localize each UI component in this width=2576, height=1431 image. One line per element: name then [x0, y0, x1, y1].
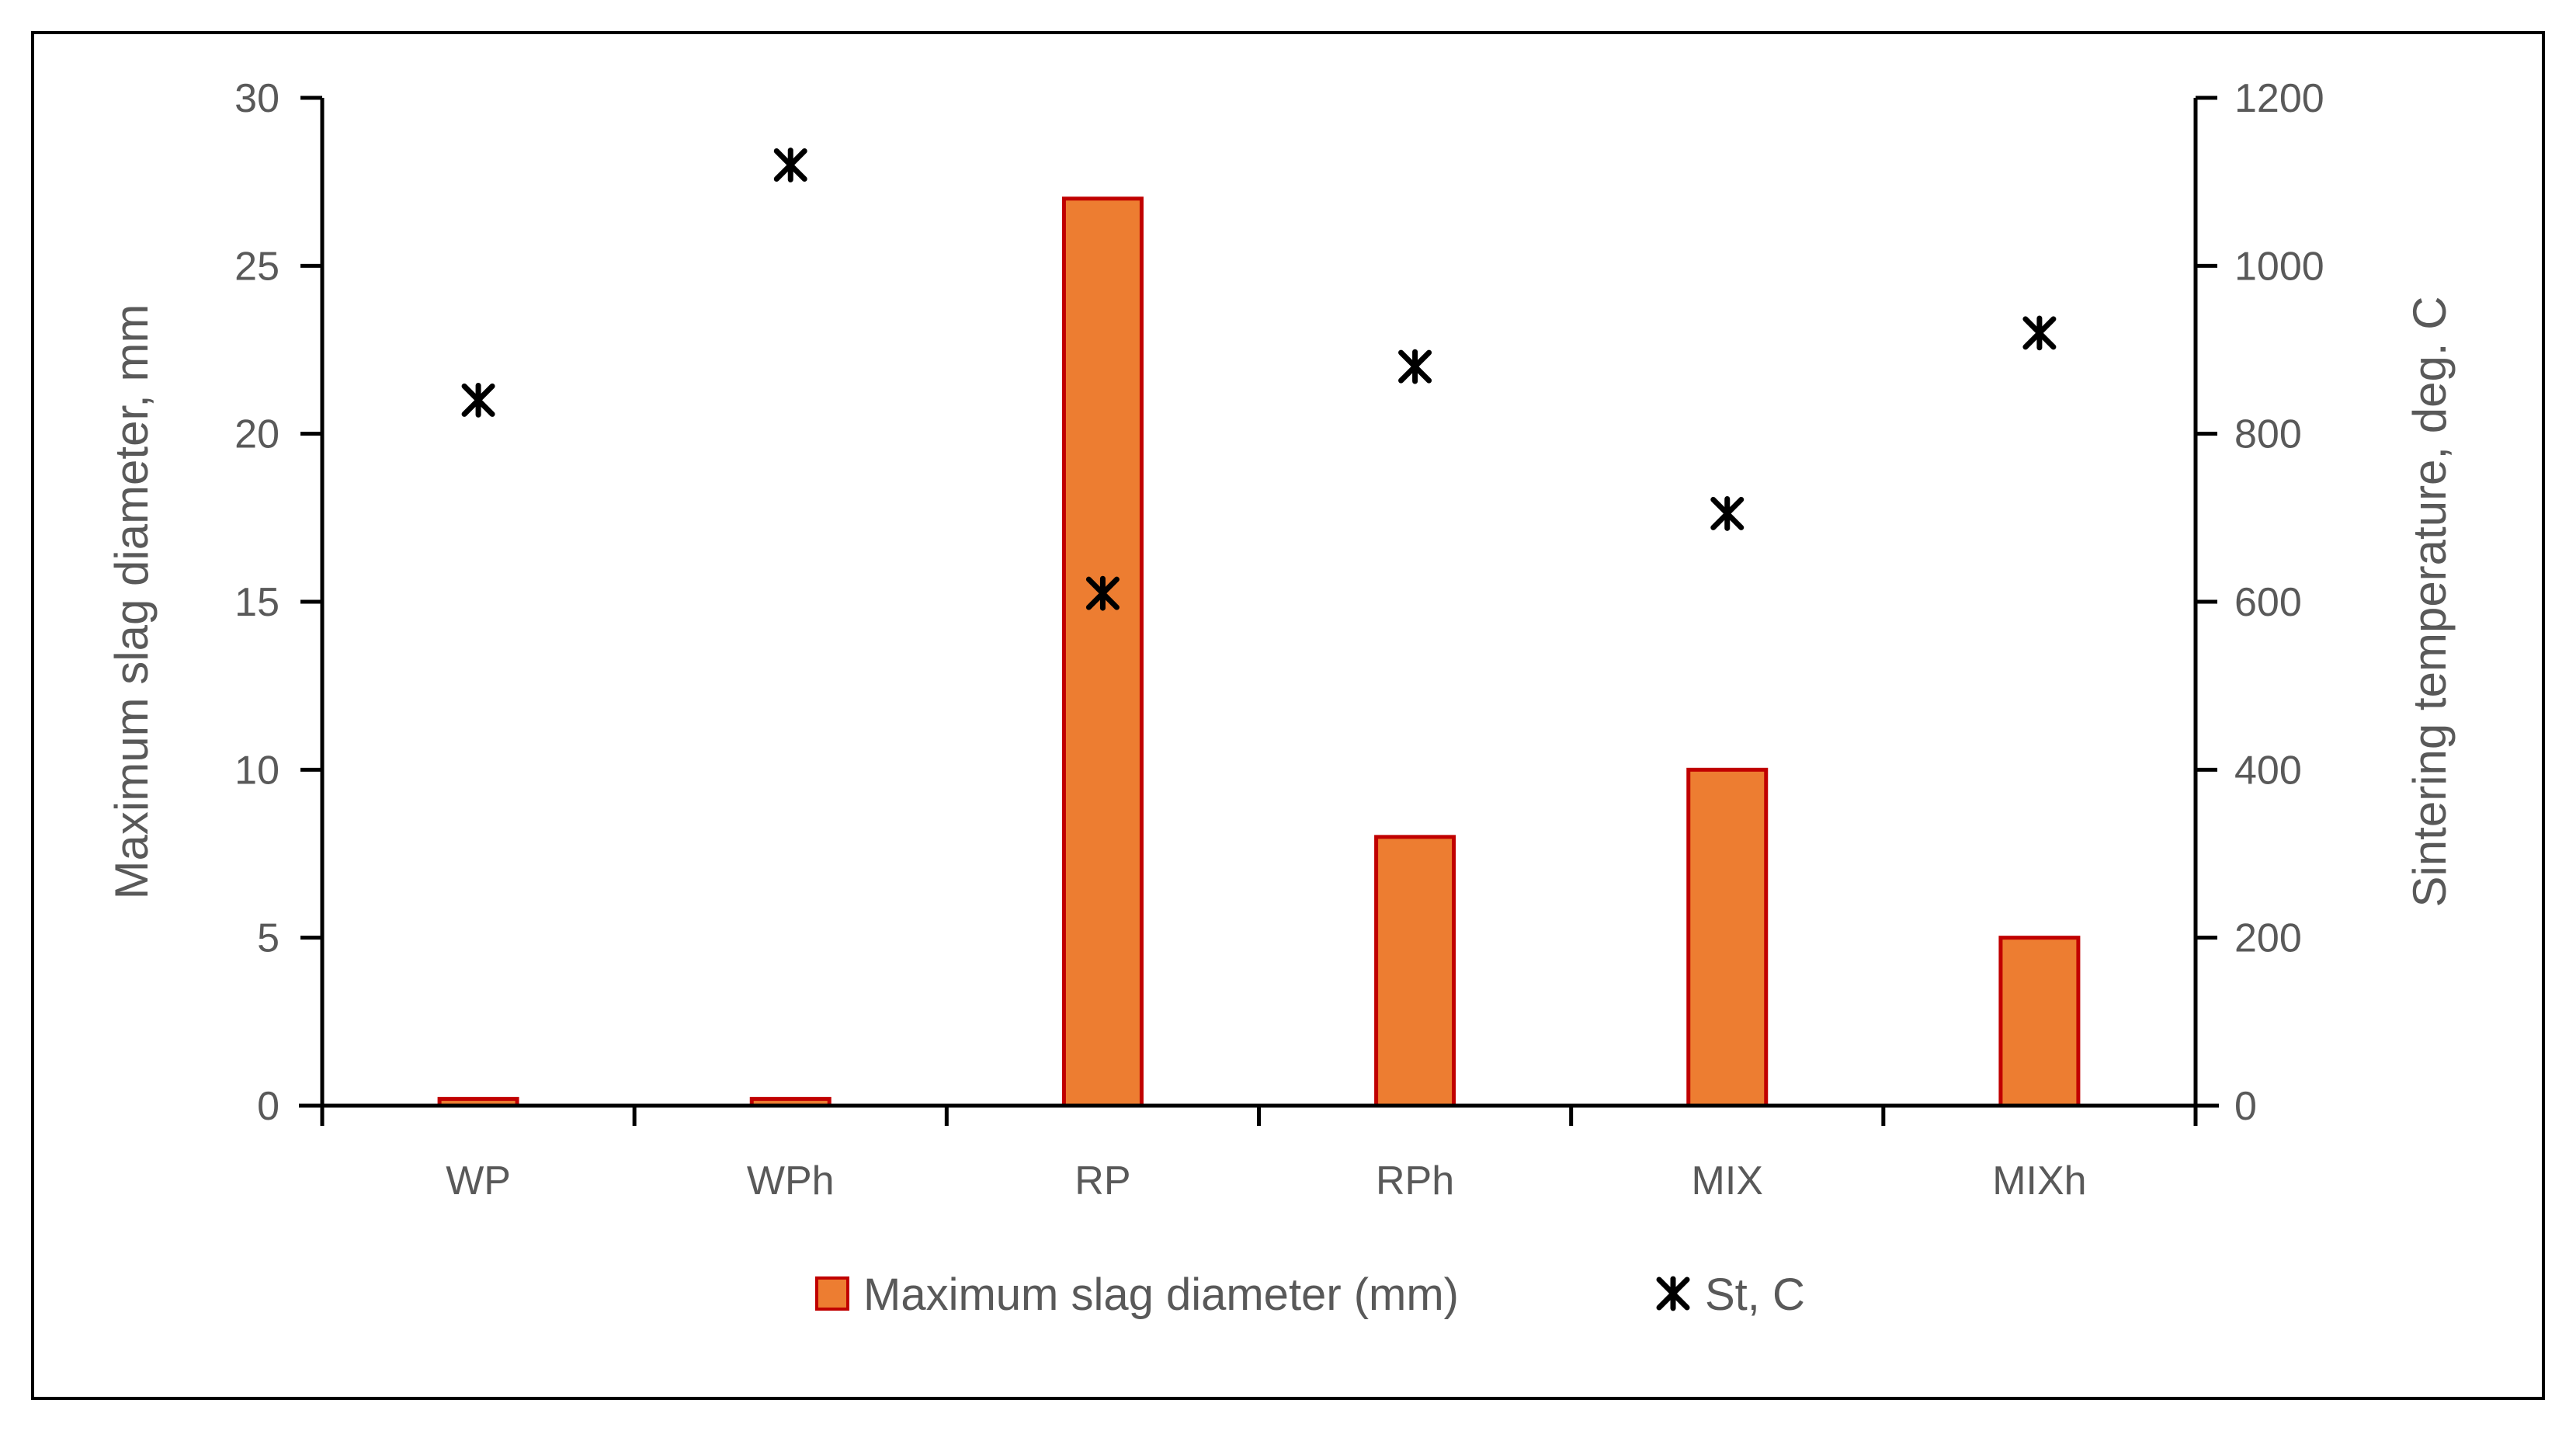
marker-wph: [773, 148, 807, 182]
x-tick-label-rph: RPh: [1376, 1158, 1454, 1203]
legend: Maximum slag diameter (mm) St, C: [815, 1269, 1805, 1320]
marker-series: [461, 148, 2057, 611]
y-tick-label-left: 15: [234, 580, 279, 625]
y-axis-title-left: Maximum slag diameter, mm: [106, 304, 158, 900]
y-axis-title-right: Sintering temperature, deg. C: [2404, 296, 2456, 907]
legend-marker-label: St, C: [1705, 1269, 1805, 1320]
y-tick-label-right: 200: [2234, 916, 2302, 961]
x-tick-label-mixh: MIXh: [1992, 1158, 2086, 1203]
x-tick-label-wph: WPh: [747, 1158, 835, 1203]
bar-rph: [1374, 835, 1456, 1108]
y-tick-label-left: 30: [234, 76, 279, 121]
chart-frame: [31, 31, 2545, 1400]
axes: [299, 96, 2219, 1126]
x-tick-label-wp: WP: [446, 1158, 511, 1203]
y-tick-label-right: 1000: [2234, 244, 2324, 289]
y-tick-label-left: 5: [257, 916, 279, 961]
legend-bar-swatch: [815, 1276, 849, 1311]
y-tick-label-left: 0: [257, 1084, 279, 1129]
y-tick-label-right: 0: [2234, 1084, 2257, 1129]
marker-rp: [1085, 575, 1120, 611]
y-tick-label-left: 20: [234, 412, 279, 457]
legend-asterisk: [1656, 1276, 1690, 1311]
y-tick-label-right: 1200: [2234, 76, 2324, 121]
y-tick-label-right: 800: [2234, 412, 2302, 457]
x-tick-label-mix: MIX: [1692, 1158, 1763, 1203]
marker-wp: [461, 383, 495, 418]
marker-rph: [1398, 349, 1432, 384]
bar-mixh: [1998, 936, 2081, 1108]
x-tick-label-rp: RP: [1074, 1158, 1130, 1203]
y-tick-label-left: 25: [234, 244, 279, 289]
y-tick-label-right: 400: [2234, 748, 2302, 793]
marker-mixh: [2022, 315, 2057, 351]
tick-labels: 0 5 10 15 20 25 30 0 200 400 600 800 1000 1200 WP WPh RP…: [234, 76, 2324, 1203]
y-tick-label-right: 600: [2234, 580, 2302, 625]
bar-rp: [1061, 196, 1144, 1108]
y-tick-label-left: 10: [234, 748, 279, 793]
legend-bar-label: Maximum slag diameter (mm): [863, 1269, 1459, 1320]
marker-mix: [1710, 496, 1745, 531]
legend-marker-icon: [1656, 1276, 1690, 1311]
bar-mix: [1686, 767, 1769, 1108]
bar-series: [437, 196, 2081, 1108]
